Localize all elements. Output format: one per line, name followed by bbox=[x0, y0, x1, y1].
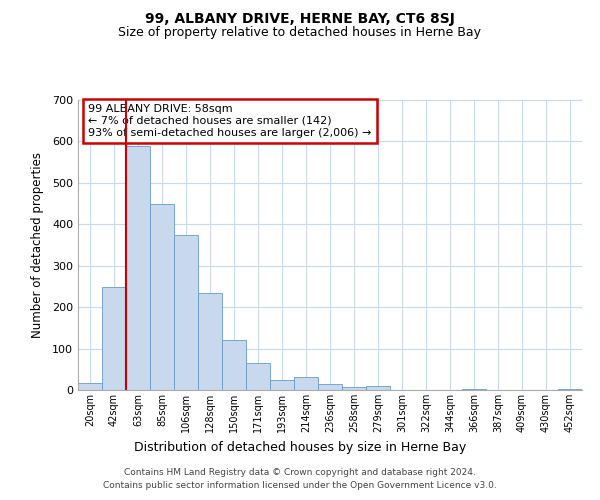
Bar bbox=[558, 389, 582, 390]
Y-axis label: Number of detached properties: Number of detached properties bbox=[31, 152, 44, 338]
Text: Size of property relative to detached houses in Herne Bay: Size of property relative to detached ho… bbox=[119, 26, 482, 39]
Bar bbox=[294, 377, 318, 390]
Bar bbox=[462, 389, 486, 390]
Bar bbox=[198, 292, 222, 390]
Text: Contains HM Land Registry data © Crown copyright and database right 2024.: Contains HM Land Registry data © Crown c… bbox=[124, 468, 476, 477]
Text: 99 ALBANY DRIVE: 58sqm
← 7% of detached houses are smaller (142)
93% of semi-det: 99 ALBANY DRIVE: 58sqm ← 7% of detached … bbox=[88, 104, 371, 138]
Bar bbox=[102, 288, 126, 390]
Bar bbox=[318, 384, 342, 390]
Text: Distribution of detached houses by size in Herne Bay: Distribution of detached houses by size … bbox=[134, 441, 466, 454]
Text: Contains public sector information licensed under the Open Government Licence v3: Contains public sector information licen… bbox=[103, 482, 497, 490]
Text: 99, ALBANY DRIVE, HERNE BAY, CT6 8SJ: 99, ALBANY DRIVE, HERNE BAY, CT6 8SJ bbox=[145, 12, 455, 26]
Bar bbox=[126, 146, 150, 390]
Bar bbox=[78, 382, 102, 390]
Bar bbox=[270, 380, 294, 390]
Bar bbox=[222, 340, 246, 390]
Bar bbox=[246, 362, 270, 390]
Bar bbox=[342, 386, 366, 390]
Bar bbox=[174, 236, 198, 390]
Bar bbox=[150, 204, 174, 390]
Bar bbox=[366, 386, 390, 390]
